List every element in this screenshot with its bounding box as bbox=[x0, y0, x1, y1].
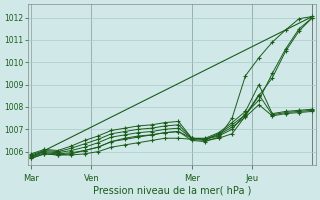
X-axis label: Pression niveau de la mer( hPa ): Pression niveau de la mer( hPa ) bbox=[92, 186, 251, 196]
